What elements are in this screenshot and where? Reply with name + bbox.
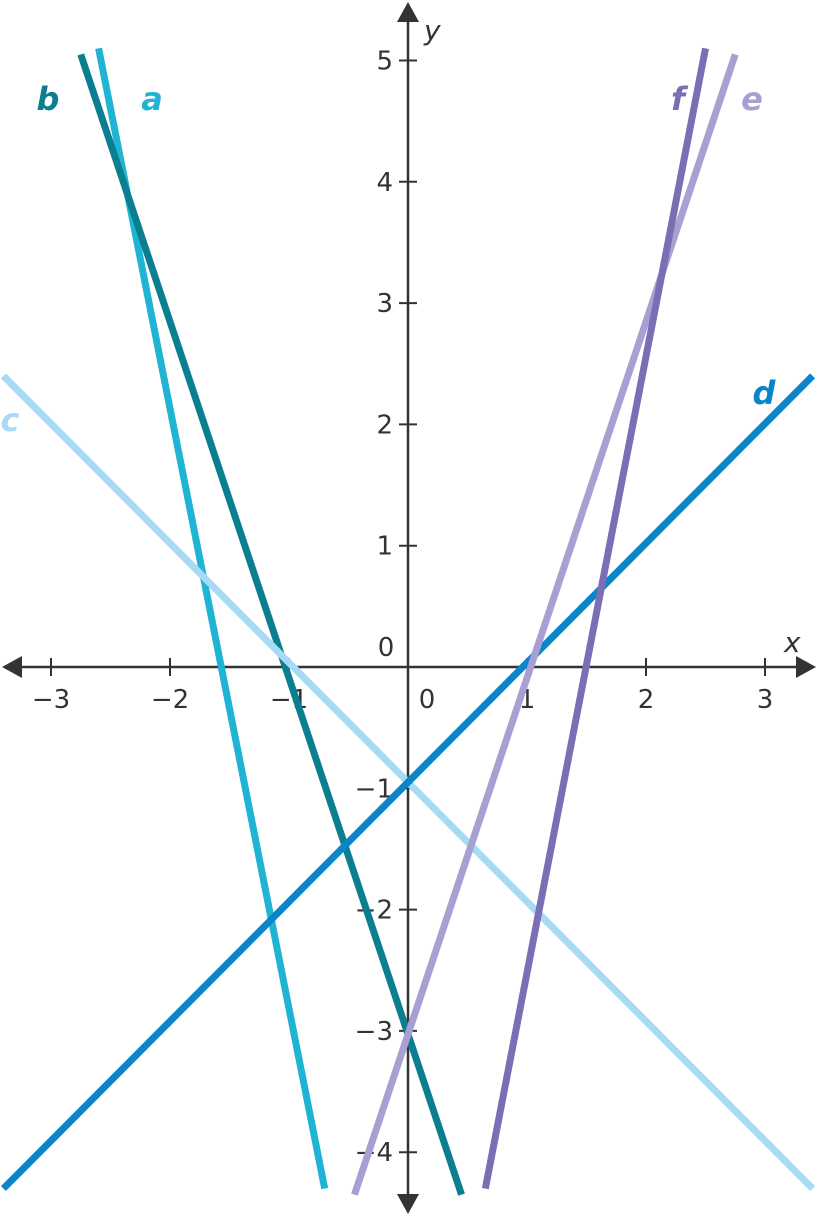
x-axis-arrow-right [796,656,816,678]
x-tick-label: −2 [151,685,189,715]
x-axis-label: x [783,626,801,659]
series-labels: a b c d e f [1,80,777,439]
y-tick-label: 4 [376,168,393,198]
series-label-b: b [37,80,60,118]
x-axis-arrow-left [2,656,22,678]
y-axis-arrow-down [397,1194,419,1214]
series-label-d: d [753,374,777,412]
series-line-f [481,47,709,1190]
series-line-d [0,373,816,1192]
x-origin-label: 0 [419,685,436,715]
y-origin-label: 0 [378,633,395,663]
x-tick-label: 3 [757,685,774,715]
series-line-b [77,53,465,1196]
y-tick-label: −3 [355,1017,393,1047]
series-label-a: a [141,80,163,118]
y-tick-label: 2 [376,410,393,440]
series-lines [0,47,816,1196]
x-tick-label: 2 [638,685,655,715]
y-tick-label: 5 [376,47,393,77]
y-axis-arrow-up [397,2,419,22]
series-line-e [351,53,739,1196]
series-label-c: c [1,401,20,439]
series-label-e: e [741,80,763,118]
x-tick-label: −3 [32,685,70,715]
series-line-a [95,47,329,1190]
y-tick-label: 3 [376,289,393,319]
y-axis-label: y [423,14,441,47]
y-tick-label: 1 [376,532,393,562]
series-label-f: f [671,80,689,118]
